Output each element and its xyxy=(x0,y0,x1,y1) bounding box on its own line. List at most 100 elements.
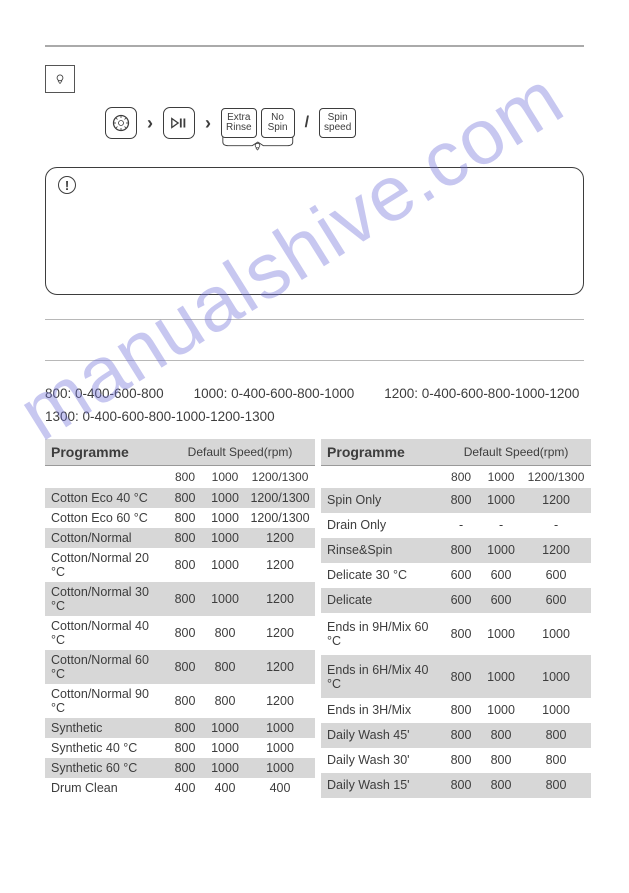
cell-value: 1200 xyxy=(245,684,315,718)
cell-value: 1000 xyxy=(205,528,245,548)
play-pause-box xyxy=(163,107,195,139)
speed-800: 800: 0-400-600-800 xyxy=(45,383,164,406)
cell-value: 800 xyxy=(165,738,205,758)
table-row: Rinse&Spin80010001200 xyxy=(321,538,591,563)
cell-value: 800 xyxy=(165,528,205,548)
cell-value: 800 xyxy=(165,508,205,528)
prog-name: Rinse&Spin xyxy=(321,538,441,563)
child-lock-mini-icon xyxy=(252,141,263,152)
no-spin-box: No Spin xyxy=(261,108,295,138)
table-row: Delicate 30 °C600600600 xyxy=(321,563,591,588)
cell-value: 600 xyxy=(521,563,591,588)
prog-name: Daily Wash 45' xyxy=(321,723,441,748)
table-row: Synthetic 40 °C80010001000 xyxy=(45,738,315,758)
cell-value: 400 xyxy=(165,778,205,798)
cell-value: 800 xyxy=(441,655,481,698)
cell-value: 1000 xyxy=(481,613,521,656)
cell-value: 1000 xyxy=(205,582,245,616)
cell-value: - xyxy=(481,513,521,538)
mid-divider-2 xyxy=(45,360,584,361)
cell-value: 800 xyxy=(165,684,205,718)
top-divider xyxy=(45,45,584,47)
prog-name: Cotton/Normal 90 °C xyxy=(45,684,165,718)
drum-icon-box xyxy=(105,107,137,139)
cell-value: 800 xyxy=(481,773,521,798)
speed-1000: 1000: 0-400-600-800-1000 xyxy=(194,383,355,406)
prog-name: Cotton/Normal xyxy=(45,528,165,548)
th-c1: 800 xyxy=(165,465,205,488)
th-c3: 1200/1300 xyxy=(245,465,315,488)
th-c1: 800 xyxy=(441,465,481,488)
prog-name: Delicate 30 °C xyxy=(321,563,441,588)
cell-value: 1200 xyxy=(245,650,315,684)
left-table: Programme Default Speed(rpm) 800 1000 12… xyxy=(45,439,315,798)
cell-value: 1000 xyxy=(205,758,245,778)
speed-1300: 1300: 0-400-600-800-1000-1200-1300 xyxy=(45,406,584,429)
mid-divider-1 xyxy=(45,319,584,320)
cell-value: 800 xyxy=(441,773,481,798)
prog-name: Cotton Eco 60 °C xyxy=(45,508,165,528)
cell-value: 800 xyxy=(481,723,521,748)
table-row: Daily Wash 30'800800800 xyxy=(321,748,591,773)
no-spin-l2: Spin xyxy=(268,123,288,134)
cell-value: 800 xyxy=(165,616,205,650)
prog-name: Daily Wash 30' xyxy=(321,748,441,773)
chevron-right-icon: › xyxy=(205,113,211,134)
child-lock-box xyxy=(45,65,75,93)
cell-value: 1000 xyxy=(245,738,315,758)
speed-1200: 1200: 0-400-600-800-1000-1200 xyxy=(384,383,579,406)
table-row: Synthetic80010001000 xyxy=(45,718,315,738)
prog-name: Cotton Eco 40 °C xyxy=(45,488,165,508)
prog-name: Ends in 6H/Mix 40 °C xyxy=(321,655,441,698)
prog-name: Spin Only xyxy=(321,488,441,513)
prog-name: Cotton/Normal 40 °C xyxy=(45,616,165,650)
table-row: Daily Wash 45'800800800 xyxy=(321,723,591,748)
cell-value: 800 xyxy=(165,488,205,508)
cell-value: 600 xyxy=(441,588,481,613)
cell-value: 1000 xyxy=(521,655,591,698)
speed-ranges: 800: 0-400-600-800 1000: 0-400-600-800-1… xyxy=(45,383,584,429)
cell-value: 600 xyxy=(441,563,481,588)
cell-value: 800 xyxy=(441,698,481,723)
drum-icon xyxy=(111,113,131,133)
prog-name: Cotton/Normal 60 °C xyxy=(45,650,165,684)
extra-rinse-box: Extra Rinse xyxy=(221,108,257,138)
cell-value: 1200 xyxy=(245,582,315,616)
cell-value: 600 xyxy=(481,563,521,588)
prog-name: Drum Clean xyxy=(45,778,165,798)
programme-tables: Programme Default Speed(rpm) 800 1000 12… xyxy=(45,439,584,798)
cell-value: 1200 xyxy=(245,616,315,650)
cell-value: 1200 xyxy=(521,538,591,563)
th-programme: Programme xyxy=(321,439,441,466)
cell-value: 800 xyxy=(441,748,481,773)
spin-speed-box: Spin speed xyxy=(319,108,356,138)
cell-value: 800 xyxy=(205,684,245,718)
th-c2: 1000 xyxy=(481,465,521,488)
cell-value: 1000 xyxy=(205,738,245,758)
prog-name: Ends in 9H/Mix 60 °C xyxy=(321,613,441,656)
cell-value: 1000 xyxy=(481,538,521,563)
cell-value: 400 xyxy=(245,778,315,798)
play-pause-icon xyxy=(170,116,188,130)
table-row: Ends in 3H/Mix80010001000 xyxy=(321,698,591,723)
chevron-right-icon: › xyxy=(147,113,153,134)
table-row: Synthetic 60 °C80010001000 xyxy=(45,758,315,778)
table-row: Ends in 9H/Mix 60 °C80010001000 xyxy=(321,613,591,656)
th-programme: Programme xyxy=(45,439,165,466)
cell-value: 800 xyxy=(481,748,521,773)
cell-value: - xyxy=(521,513,591,538)
cell-value: 800 xyxy=(441,723,481,748)
cell-value: 1000 xyxy=(245,718,315,738)
prog-name: Synthetic 60 °C xyxy=(45,758,165,778)
table-row: Drum Clean400400400 xyxy=(45,778,315,798)
cell-value: 800 xyxy=(165,758,205,778)
table-row: Cotton/Normal 40 °C8008001200 xyxy=(45,616,315,650)
table-row: Delicate600600600 xyxy=(321,588,591,613)
table-row: Cotton/Normal80010001200 xyxy=(45,528,315,548)
prog-name: Ends in 3H/Mix xyxy=(321,698,441,723)
table-row: Cotton/Normal 20 °C80010001200 xyxy=(45,548,315,582)
cell-value: 1000 xyxy=(481,488,521,513)
cell-value: 1000 xyxy=(481,655,521,698)
table-row: Cotton/Normal 30 °C80010001200 xyxy=(45,582,315,616)
cell-value: 1200/1300 xyxy=(245,488,315,508)
